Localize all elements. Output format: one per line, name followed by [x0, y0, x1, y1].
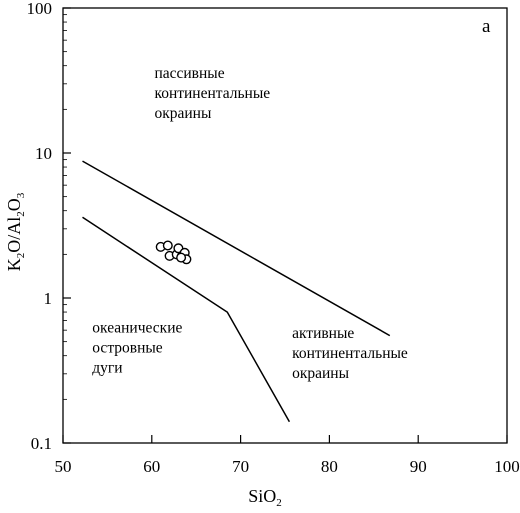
data-point — [176, 252, 187, 263]
y-tick-label: 100 — [27, 0, 53, 18]
y-axis-title: K2O/Al2O3 — [4, 192, 27, 271]
x-tick-label: 70 — [232, 457, 249, 476]
x-tick-label: 60 — [143, 457, 160, 476]
region-label-passive: пассивные континентальные окраины — [154, 65, 270, 122]
boundary-line-upper — [82, 160, 391, 337]
x-axis-title: SiO2 — [248, 486, 282, 509]
plot-frame — [62, 7, 508, 444]
region-label-oceanic: океанические островные дуги — [92, 319, 182, 376]
y-tick-label: 0.1 — [31, 434, 52, 453]
x-tick-label: 80 — [321, 457, 338, 476]
data-point — [162, 240, 173, 251]
x-tick-label: 100 — [494, 457, 520, 476]
y-tick-label: 1 — [44, 289, 53, 308]
x-tick-label: 90 — [410, 457, 427, 476]
boundary-line-lower — [82, 216, 291, 423]
x-tick-label: 50 — [55, 457, 72, 476]
region-label-active: активные континентальные окраины — [292, 325, 408, 382]
panel-label: а — [482, 16, 491, 37]
y-tick-label: 10 — [35, 144, 52, 163]
